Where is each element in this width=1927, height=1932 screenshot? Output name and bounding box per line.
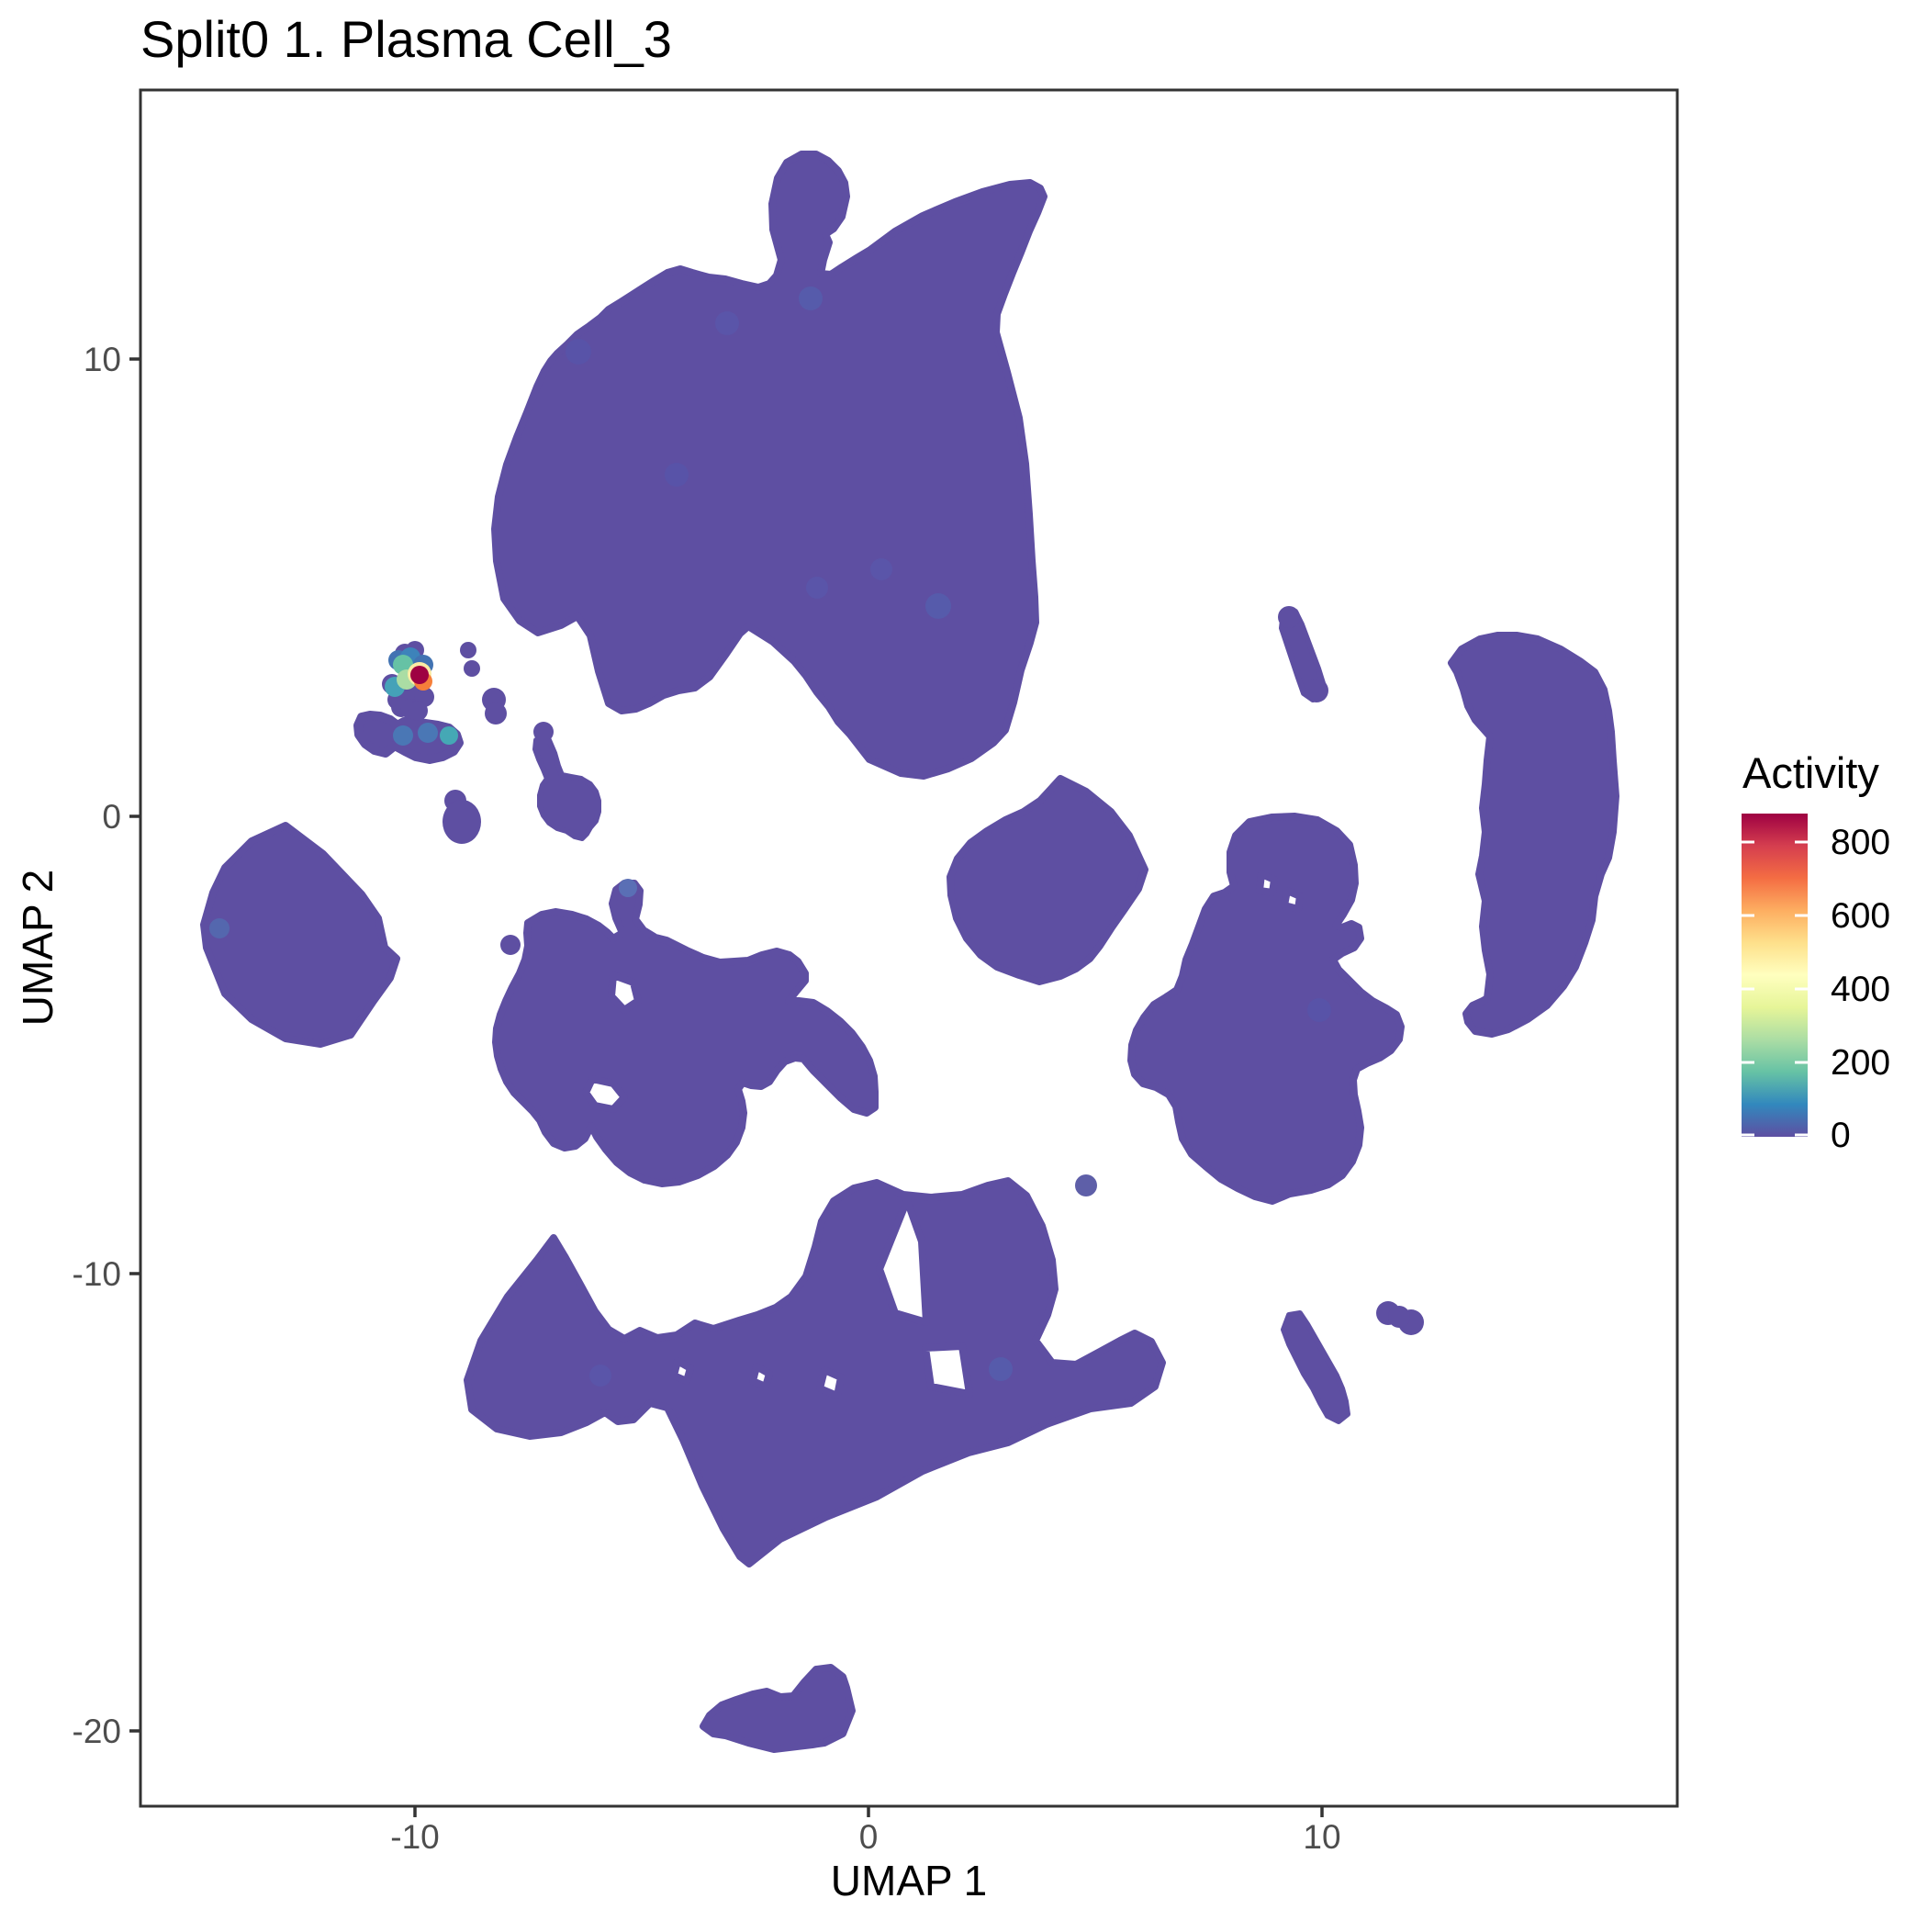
svg-text:400: 400 bbox=[1831, 970, 1890, 1009]
svg-text:Activity: Activity bbox=[1742, 748, 1879, 797]
svg-text:-10: -10 bbox=[73, 1255, 121, 1293]
svg-text:600: 600 bbox=[1831, 896, 1890, 936]
svg-text:10: 10 bbox=[84, 341, 121, 378]
svg-text:0: 0 bbox=[859, 1818, 879, 1856]
svg-text:10: 10 bbox=[1303, 1818, 1340, 1856]
svg-text:200: 200 bbox=[1831, 1043, 1890, 1083]
svg-text:Split0 1. Plasma Cell_3: Split0 1. Plasma Cell_3 bbox=[140, 10, 672, 68]
svg-text:0: 0 bbox=[102, 798, 121, 836]
svg-text:UMAP 1: UMAP 1 bbox=[831, 1857, 987, 1904]
svg-text:-10: -10 bbox=[390, 1818, 439, 1856]
svg-text:UMAP 2: UMAP 2 bbox=[14, 870, 62, 1026]
svg-text:0: 0 bbox=[1831, 1116, 1851, 1155]
svg-text:-20: -20 bbox=[73, 1713, 121, 1750]
svg-text:800: 800 bbox=[1831, 823, 1890, 862]
